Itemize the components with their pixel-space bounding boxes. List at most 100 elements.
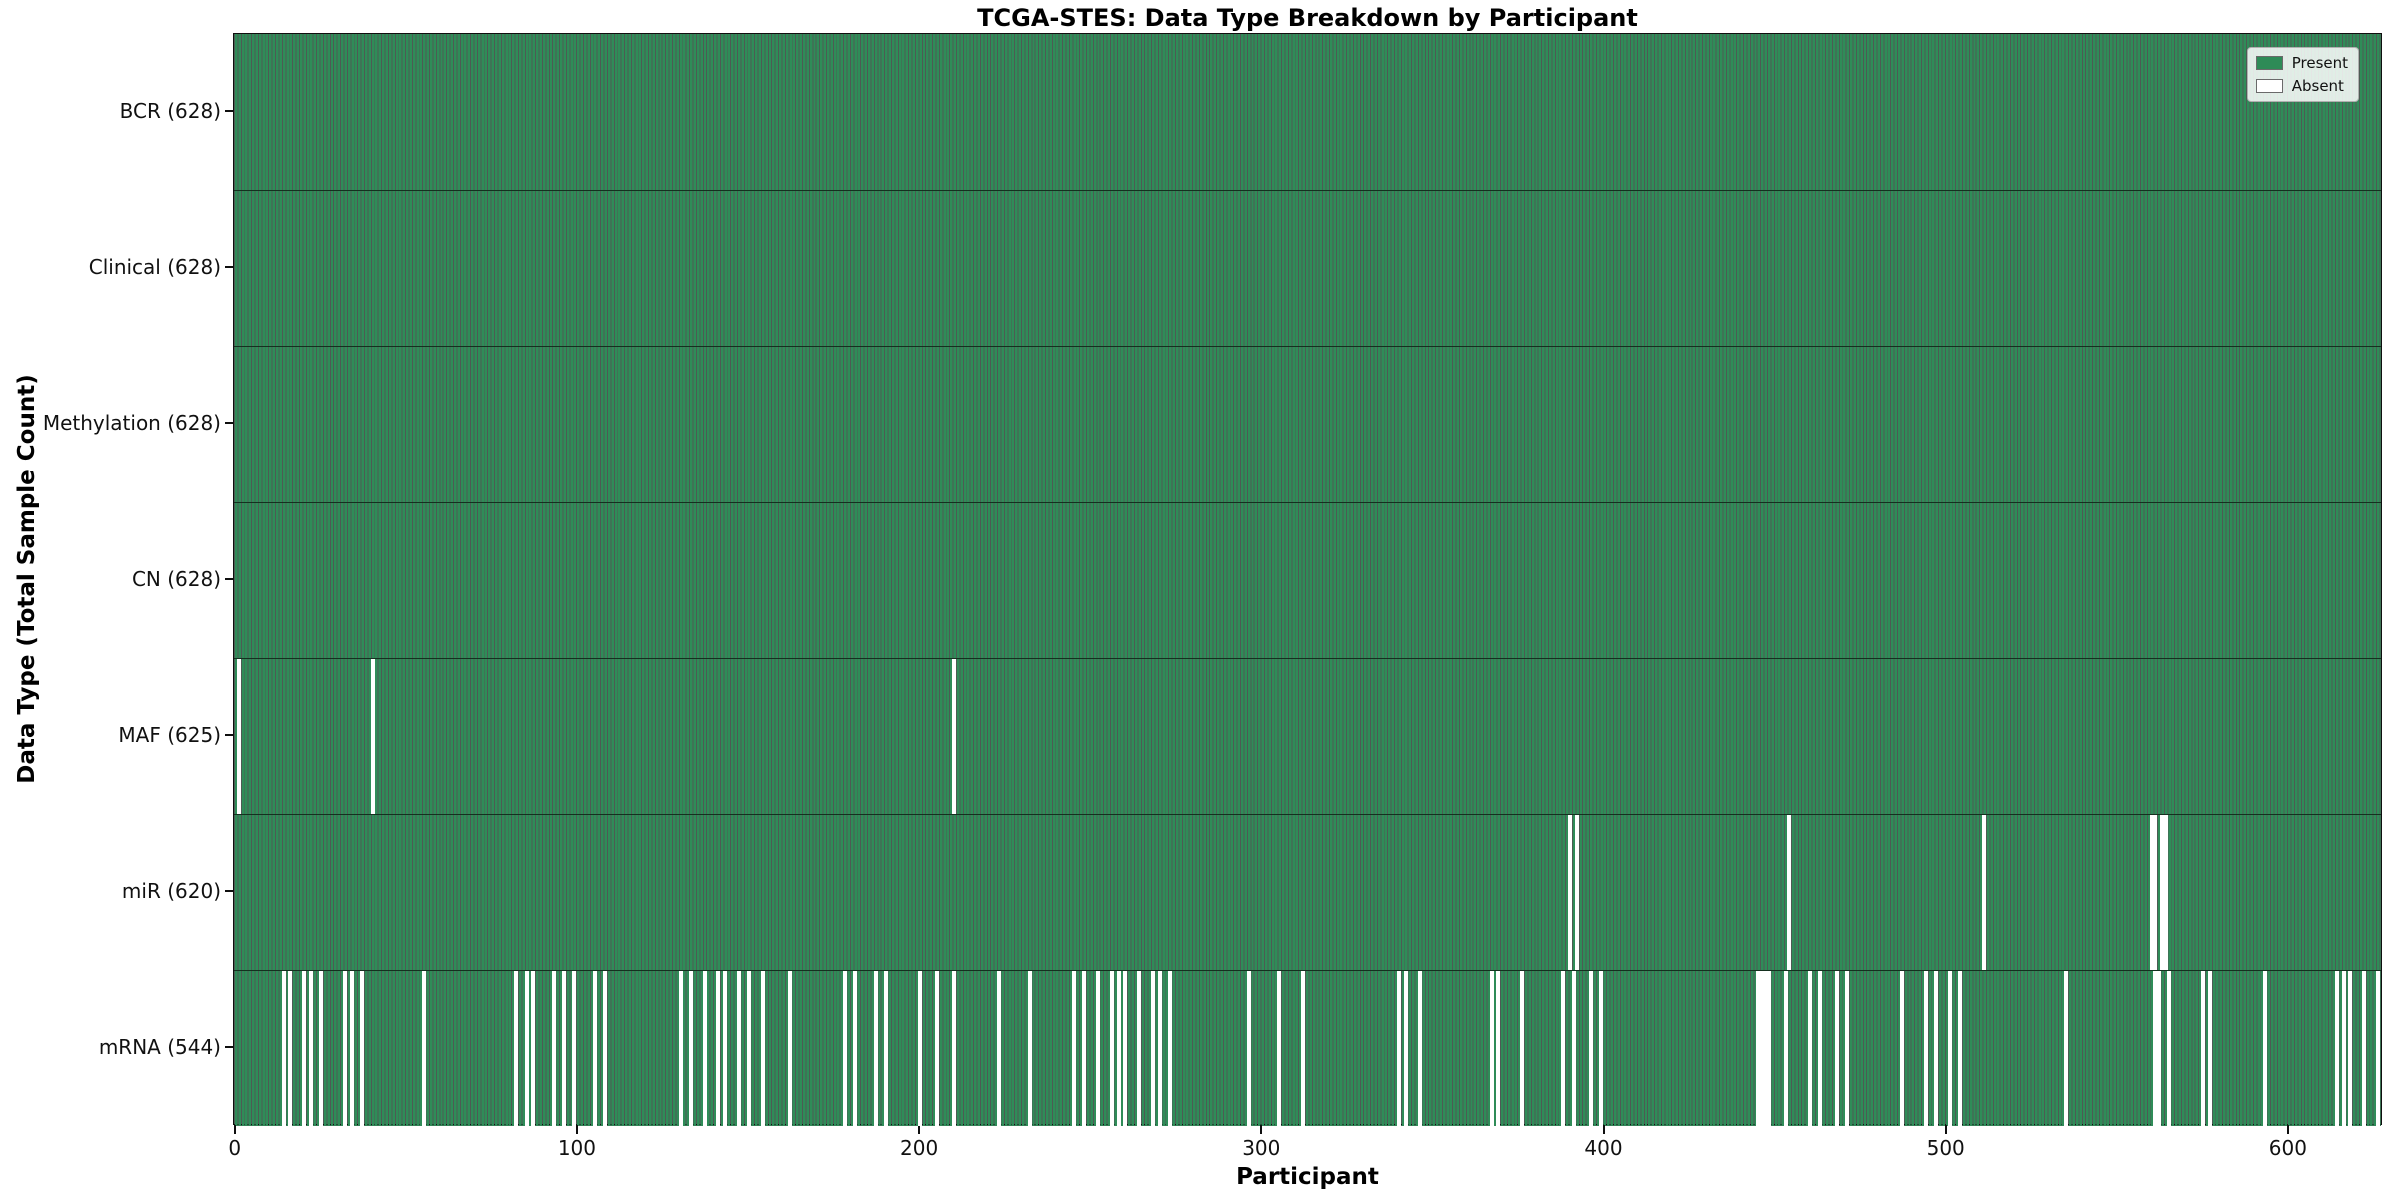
absent-gap bbox=[2153, 971, 2158, 1126]
absent-gap bbox=[2208, 971, 2213, 1126]
present-bars-maf bbox=[234, 659, 2381, 814]
absent-gap bbox=[562, 971, 567, 1126]
y-tick-label-clinical: Clinical (628) bbox=[88, 255, 221, 279]
x-axis-label: Participant bbox=[1236, 1164, 1379, 1190]
x-tick-label-0: 0 bbox=[228, 1136, 242, 1160]
absent-gap bbox=[1137, 971, 1142, 1126]
absent-gap bbox=[746, 971, 751, 1126]
legend-swatch-present bbox=[2255, 56, 2283, 70]
chart-title: TCGA-STES: Data Type Breakdown by Partic… bbox=[977, 4, 1638, 32]
present-bars-methylation bbox=[234, 347, 2381, 502]
legend-item-present: Present bbox=[2255, 54, 2348, 72]
absent-gap bbox=[842, 971, 847, 1126]
absent-gap bbox=[1835, 971, 1840, 1126]
present-bars-bcr bbox=[234, 34, 2381, 190]
absent-gap bbox=[2348, 971, 2353, 1126]
absent-gap bbox=[1759, 971, 1764, 1126]
absent-gap bbox=[350, 971, 355, 1126]
absent-gap bbox=[1301, 971, 1306, 1126]
absent-gap bbox=[2362, 971, 2367, 1126]
x-tick-mark bbox=[575, 1125, 578, 1134]
absent-gap bbox=[1246, 971, 1251, 1126]
legend: Present Absent bbox=[2246, 47, 2359, 102]
absent-gap bbox=[524, 971, 529, 1126]
absent-gap bbox=[1763, 971, 1768, 1126]
absent-gap bbox=[1599, 971, 1604, 1126]
y-tick-mark bbox=[225, 890, 233, 892]
absent-gap bbox=[1756, 971, 1761, 1126]
absent-gap bbox=[1277, 971, 1282, 1126]
y-tick-mark bbox=[225, 266, 233, 268]
absent-gap bbox=[1787, 815, 1792, 970]
plot-area: Present Absent bbox=[233, 33, 2382, 1126]
legend-label-absent: Absent bbox=[2291, 77, 2344, 95]
x-tick-label-500: 500 bbox=[1926, 1136, 1965, 1160]
absent-gap bbox=[360, 971, 365, 1126]
absent-gap bbox=[1561, 971, 1566, 1126]
heatmap-row-cn bbox=[234, 502, 2381, 658]
absent-gap bbox=[2150, 815, 2155, 970]
heatmap-row-maf bbox=[234, 658, 2381, 814]
absent-gap bbox=[281, 971, 286, 1126]
x-tick-label-300: 300 bbox=[1242, 1136, 1281, 1160]
absent-gap bbox=[514, 971, 519, 1126]
legend-swatch-absent bbox=[2255, 79, 2283, 93]
heatmap-row-mir bbox=[234, 814, 2381, 970]
absent-gap bbox=[688, 971, 693, 1126]
absent-gap bbox=[1924, 971, 1929, 1126]
absent-gap bbox=[531, 971, 536, 1126]
y-tick-label-mir: miR (620) bbox=[121, 879, 221, 903]
y-tick-mark bbox=[225, 110, 233, 112]
y-tick-mark bbox=[225, 734, 233, 736]
x-tick-mark bbox=[233, 1125, 236, 1134]
absent-gap bbox=[319, 971, 324, 1126]
absent-gap bbox=[2341, 971, 2346, 1126]
absent-gap bbox=[343, 971, 348, 1126]
absent-gap bbox=[1520, 971, 1525, 1126]
y-tick-label-mrna: mRNA (544) bbox=[98, 1035, 221, 1059]
absent-gap bbox=[2334, 971, 2339, 1126]
absent-gap bbox=[237, 659, 242, 814]
absent-gap bbox=[1934, 971, 1939, 1126]
absent-gap bbox=[2153, 815, 2158, 970]
absent-gap bbox=[1982, 815, 1987, 970]
y-tick-mark bbox=[225, 1046, 233, 1048]
absent-gap bbox=[1845, 971, 1850, 1126]
absent-gap bbox=[308, 971, 313, 1126]
absent-gap bbox=[1072, 971, 1077, 1126]
absent-gap bbox=[1167, 971, 1172, 1126]
absent-gap bbox=[1900, 971, 1905, 1126]
absent-gap bbox=[1571, 971, 1576, 1126]
absent-gap bbox=[883, 971, 888, 1126]
y-tick-mark bbox=[225, 422, 233, 424]
legend-label-present: Present bbox=[2291, 54, 2348, 72]
absent-gap bbox=[551, 971, 556, 1126]
absent-gap bbox=[2163, 815, 2168, 970]
x-tick-label-400: 400 bbox=[1584, 1136, 1623, 1160]
absent-gap bbox=[1404, 971, 1409, 1126]
absent-gap bbox=[1489, 971, 1494, 1126]
absent-gap bbox=[2064, 971, 2069, 1126]
x-tick-mark bbox=[2286, 1125, 2289, 1134]
absent-gap bbox=[2156, 971, 2161, 1126]
heatmap-row-clinical bbox=[234, 190, 2381, 346]
present-bars-mrna bbox=[234, 971, 2381, 1126]
absent-gap bbox=[736, 971, 741, 1126]
absent-gap bbox=[1417, 971, 1422, 1126]
x-tick-mark bbox=[918, 1125, 921, 1134]
absent-gap bbox=[760, 971, 765, 1126]
absent-gap bbox=[996, 971, 1001, 1126]
heatmap-row-bcr bbox=[234, 34, 2381, 190]
absent-gap bbox=[2160, 815, 2165, 970]
absent-gap bbox=[1948, 971, 1953, 1126]
absent-gap bbox=[1575, 815, 1580, 970]
absent-gap bbox=[716, 971, 721, 1126]
absent-gap bbox=[935, 971, 940, 1126]
absent-gap bbox=[421, 971, 426, 1126]
absent-gap bbox=[723, 971, 728, 1126]
absent-gap bbox=[853, 971, 858, 1126]
x-tick-mark bbox=[1260, 1125, 1263, 1134]
absent-gap bbox=[678, 971, 683, 1126]
absent-gap bbox=[952, 659, 957, 814]
absent-gap bbox=[952, 971, 957, 1126]
